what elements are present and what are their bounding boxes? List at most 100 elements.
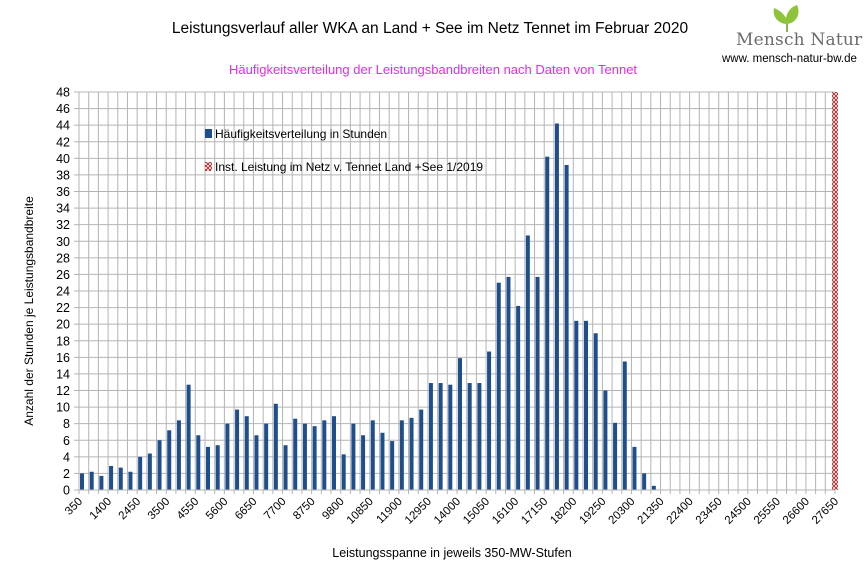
x-tick-label: 6650 <box>233 496 260 523</box>
y-tick-label: 4 <box>63 450 70 464</box>
x-tick-label: 23450 <box>694 496 725 527</box>
legend-label-frequency: Häufigkeitsverteilung in Stunden <box>215 127 387 141</box>
bar-frequency <box>467 383 472 490</box>
bar-frequency <box>332 416 336 490</box>
y-tick-labels: 0246810121416182022242628303234363840424… <box>56 86 70 498</box>
bar-frequency <box>138 456 143 490</box>
x-tick-label: 17150 <box>519 496 550 527</box>
bar-frequency <box>458 358 462 490</box>
bar-frequency <box>341 454 346 490</box>
bar-frequency <box>361 435 366 490</box>
x-tick-label: 22400 <box>665 496 696 527</box>
y-tick-label: 2 <box>63 467 70 481</box>
bar-frequency <box>157 440 162 490</box>
x-tick-label: 12950 <box>403 496 434 527</box>
x-tick-label: 16100 <box>490 496 521 527</box>
x-tick-label: 18200 <box>548 496 579 527</box>
y-tick-label: 42 <box>56 135 70 149</box>
bar-installed-capacity <box>832 92 838 490</box>
bar-frequency <box>302 423 307 490</box>
legend-swatch-frequency <box>205 129 212 138</box>
bar-frequency <box>603 390 608 490</box>
x-tick-label: 19250 <box>577 496 608 527</box>
bar-frequency <box>545 156 550 491</box>
bar-frequency <box>283 445 288 490</box>
y-tick-label: 10 <box>56 401 70 415</box>
x-tick-label: 4550 <box>175 496 202 523</box>
y-tick-label: 18 <box>56 334 70 348</box>
x-tick-label: 15050 <box>461 496 492 527</box>
y-tick-label: 14 <box>56 367 70 381</box>
y-tick-label: 16 <box>56 351 70 365</box>
x-tick-label: 11900 <box>374 496 405 527</box>
bar-frequency <box>118 467 123 490</box>
brand-url: www. mensch-natur-bw.de <box>722 53 857 65</box>
y-tick-label: 22 <box>56 301 70 315</box>
y-tick-label: 26 <box>56 268 70 282</box>
x-tick-label: 9800 <box>320 496 347 523</box>
bar-frequency <box>244 416 249 490</box>
bar-frequency <box>642 473 647 490</box>
legend: Häufigkeitsverteilung in Stunden Inst. L… <box>205 127 483 174</box>
x-tick-label: 24500 <box>723 496 754 527</box>
y-tick-label: 0 <box>63 484 70 498</box>
x-tick-label: 350 <box>63 496 85 518</box>
bar-frequency <box>380 432 385 490</box>
bar-frequency <box>409 417 414 490</box>
x-tick-label: 27650 <box>810 496 841 527</box>
x-tick-label: 2450 <box>117 496 144 523</box>
bar-frequency <box>496 282 501 490</box>
y-tick-label: 46 <box>56 102 70 116</box>
bar-frequency <box>622 361 627 490</box>
x-tick-label: 8750 <box>291 496 318 523</box>
x-tick-label: 3500 <box>146 496 173 523</box>
legend-swatch-installed-capacity <box>205 162 212 171</box>
x-tick-label: 14000 <box>432 496 463 527</box>
bar-frequency <box>254 435 259 490</box>
x-axis-label: Leistungsspanne in jeweils 350-MW-Stufen <box>332 546 572 560</box>
y-tick-label: 36 <box>56 185 70 199</box>
bar-frequency <box>80 473 84 490</box>
bar-frequency <box>535 276 540 490</box>
bar-frequency <box>176 420 181 490</box>
y-tick-label: 30 <box>56 235 70 249</box>
bar-frequency <box>516 305 521 490</box>
bar-frequency <box>89 471 94 490</box>
bar-frequency <box>186 384 191 490</box>
bar-frequency <box>632 446 637 490</box>
bar-frequency <box>554 123 559 490</box>
y-tick-label: 28 <box>56 251 70 265</box>
y-tick-label: 20 <box>56 318 70 332</box>
x-tick-label: 26600 <box>781 496 812 527</box>
bar-frequency <box>147 453 152 490</box>
bar-frequency <box>593 333 598 490</box>
x-tick-label: 20300 <box>606 496 637 527</box>
bar-frequency <box>428 383 433 490</box>
x-tick-labels: 350 1400 2450 3500 4550 5600 6650 7700 8750 98001… <box>63 496 841 527</box>
x-tick-label: 1400 <box>88 496 115 523</box>
bar-frequency <box>215 445 220 490</box>
bar-frequency <box>293 418 298 490</box>
bar-frequency <box>99 475 104 490</box>
bar-frequency <box>225 423 230 490</box>
y-tick-label: 6 <box>63 434 70 448</box>
y-tick-label: 44 <box>56 119 70 133</box>
bar-frequency <box>477 383 482 490</box>
bar-frequency <box>312 426 317 490</box>
y-tick-label: 32 <box>56 218 70 232</box>
x-tick-label: 10850 <box>345 496 376 527</box>
y-axis-label: Anzahl der Stunden je Leistungsbandbreit… <box>22 196 36 426</box>
y-tick-label: 38 <box>56 168 70 182</box>
bar-frequency <box>584 320 588 490</box>
bar-frequency <box>167 430 172 490</box>
bar-frequency <box>574 320 579 490</box>
brand-logo: Mensch Natur <box>736 30 863 50</box>
x-tick-label: 25550 <box>752 496 783 527</box>
bar-frequency <box>506 276 511 490</box>
y-tick-label: 48 <box>56 86 70 100</box>
chart-subtitle: Häufigkeitsverteilung der Leistungsbandb… <box>228 62 638 77</box>
y-tick-label: 8 <box>63 417 70 431</box>
bar-frequency <box>351 423 356 490</box>
y-tick-label: 24 <box>56 285 70 299</box>
